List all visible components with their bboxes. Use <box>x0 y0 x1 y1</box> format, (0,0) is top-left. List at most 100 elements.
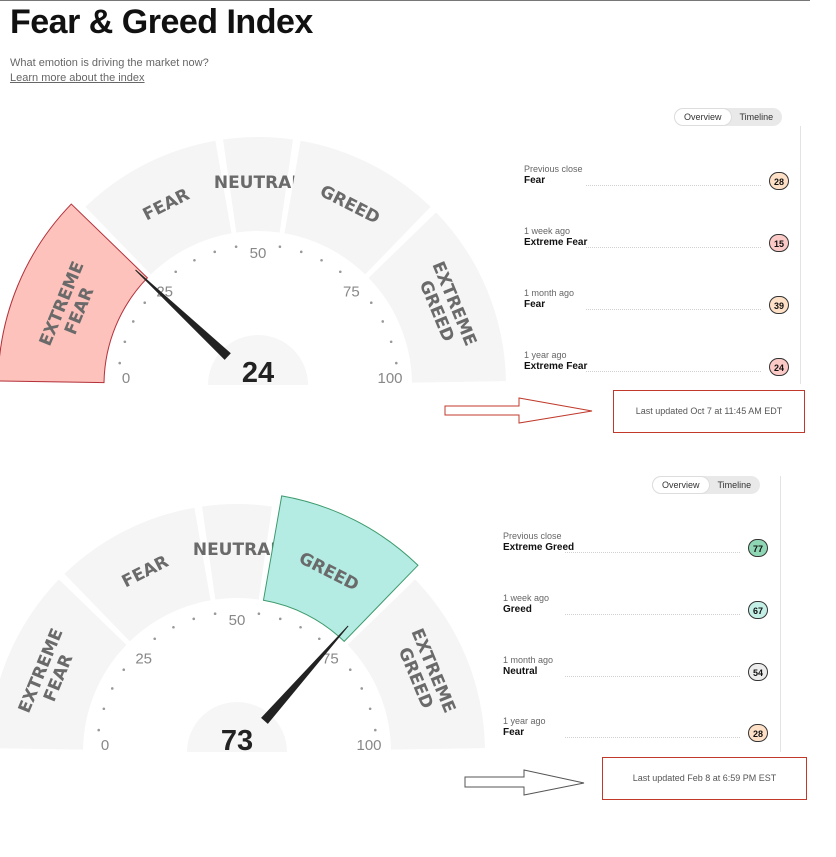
score-badge: 77 <box>748 539 768 557</box>
leader-dots <box>565 676 740 677</box>
history-label: 1 month ago <box>503 655 554 665</box>
tick-label: 75 <box>343 284 360 301</box>
tick-dot <box>97 728 101 732</box>
tick-dot <box>174 270 178 274</box>
gauge-band-fear <box>64 507 211 642</box>
history-label: 1 year ago <box>503 716 546 726</box>
tick-label: 100 <box>356 737 381 754</box>
gauge-needle <box>135 269 231 360</box>
gauge-value: 73 <box>221 725 253 757</box>
annotation-arrow-1 <box>444 397 593 424</box>
top-rule <box>0 0 810 1</box>
tick-label: 50 <box>229 612 246 629</box>
tick-dot <box>143 301 147 305</box>
gauge-band-greed <box>284 140 431 275</box>
history-row: 1 year ago Extreme Fear 24 <box>524 350 789 384</box>
tick-label: 0 <box>122 370 130 387</box>
page-subtitle: What emotion is driving the market now? <box>10 57 209 69</box>
history-row: Previous close Fear 28 <box>524 164 789 198</box>
gauge-band-extreme-greed <box>347 579 485 750</box>
history-rating: Extreme Fear <box>524 361 588 372</box>
score-badge: 28 <box>748 724 768 742</box>
score-badge: 28 <box>769 172 789 190</box>
history-rating: Fear <box>503 727 525 738</box>
history-label: 1 week ago <box>503 593 550 603</box>
gauge-value: 24 <box>242 357 274 389</box>
tick-dot <box>102 707 106 711</box>
leader-dots <box>565 614 740 615</box>
tick-dot <box>257 612 261 616</box>
gauge-band-extreme-fear <box>0 579 127 750</box>
tab-timeline[interactable]: Timeline <box>739 112 774 122</box>
gauge-band-label: NEUTRAL <box>214 173 302 193</box>
tick-dot <box>213 250 217 254</box>
tick-dot <box>122 668 126 672</box>
tick-dot <box>299 625 302 629</box>
tick-dot <box>278 617 282 621</box>
tick-dot <box>153 637 157 641</box>
gauge-band-neutral <box>223 137 293 233</box>
tick-label: 0 <box>101 737 109 754</box>
gauge-band-label: NEUTRAL <box>193 540 281 560</box>
dial-face <box>85 600 389 752</box>
tick-dot <box>213 612 217 616</box>
tick-dot <box>320 258 323 262</box>
history-row: 1 month ago Neutral 54 <box>503 655 768 689</box>
tick-dot <box>389 340 393 344</box>
tick-dot <box>234 245 238 249</box>
tick-dot <box>192 617 196 621</box>
tick-label: 25 <box>135 651 152 668</box>
history-label: Previous close <box>503 531 562 541</box>
tick-dot <box>360 687 364 690</box>
gauge-band-extreme-greed <box>368 212 506 383</box>
history-rating: Neutral <box>503 666 538 677</box>
last-updated: Last updated Feb 8 at 6:59 PM EST <box>602 757 807 800</box>
gauge-band-greed <box>262 495 419 643</box>
tick-dot <box>369 301 373 305</box>
leader-dots <box>565 552 740 553</box>
tab-timeline[interactable]: Timeline <box>717 480 752 490</box>
history-row: Previous close Extreme Greed 77 <box>503 531 768 565</box>
history-rating: Extreme Greed <box>503 542 575 553</box>
tick-label: 25 <box>156 284 173 301</box>
score-badge: 67 <box>748 601 768 619</box>
tick-dot <box>110 687 114 690</box>
leader-dots <box>586 371 761 372</box>
tick-dot <box>394 361 398 365</box>
history-label: Previous close <box>524 164 583 174</box>
score-badge: 15 <box>769 234 789 252</box>
gauge-hub <box>187 702 287 752</box>
history-label: 1 week ago <box>524 226 571 236</box>
tab-overview[interactable]: Overview <box>675 109 731 125</box>
gauge-band-extreme-fear <box>0 203 149 384</box>
score-badge: 54 <box>748 663 768 681</box>
tab-overview[interactable]: Overview <box>653 477 709 493</box>
history-label: 1 month ago <box>524 288 575 298</box>
leader-dots <box>586 309 761 310</box>
tick-dot <box>123 340 127 344</box>
history-rating: Greed <box>503 604 532 615</box>
learn-more-link[interactable]: Learn more about the index <box>10 72 145 84</box>
leader-dots <box>586 185 761 186</box>
history-row: 1 month ago Fear 39 <box>524 288 789 322</box>
tick-label: 100 <box>377 370 402 387</box>
history-row: 1 week ago Extreme Fear 15 <box>524 226 789 260</box>
view-toggle-1: Overview Timeline <box>674 108 783 126</box>
tick-dot <box>348 668 352 672</box>
panel-divider <box>800 126 801 384</box>
annotation-arrow-2 <box>464 769 585 796</box>
history-label: 1 year ago <box>524 350 567 360</box>
history-row: 1 week ago Greed 67 <box>503 593 768 627</box>
tick-dot <box>278 245 282 249</box>
gauge-band-neutral <box>202 503 272 600</box>
score-badge: 39 <box>769 296 789 314</box>
gauge-band-fear <box>85 140 232 275</box>
tick-dot <box>338 270 342 274</box>
tick-dot <box>381 320 385 323</box>
panel-divider <box>780 476 781 752</box>
history-rating: Fear <box>524 299 546 310</box>
tick-label: 50 <box>250 245 267 262</box>
gauge-hub <box>208 335 308 385</box>
